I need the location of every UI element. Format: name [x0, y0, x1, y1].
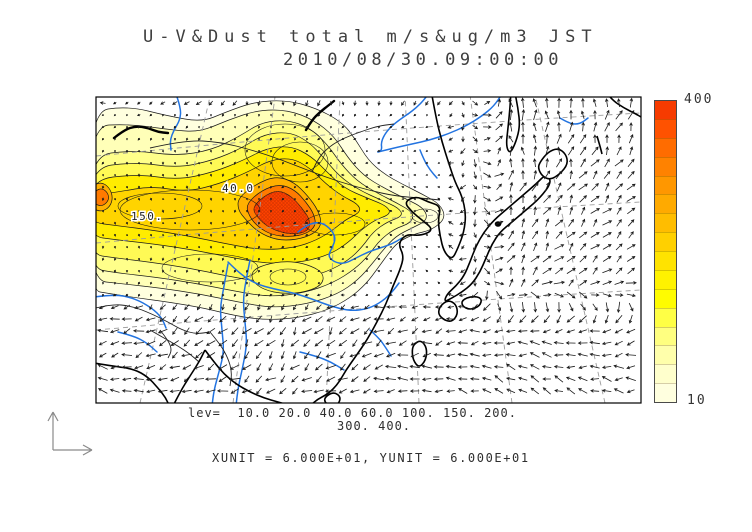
- colorbar-segment: [655, 251, 676, 270]
- colorbar-segment: [655, 232, 676, 251]
- colorbar-min-label: 10: [687, 393, 707, 408]
- contour-label: 40.0: [222, 182, 255, 195]
- plot-title: U-V&Dust total m/s&ug/m3 JST: [143, 27, 598, 47]
- colorbar-segment: [655, 326, 676, 346]
- colorbar: [654, 100, 677, 403]
- colorbar-segment: [655, 175, 676, 195]
- country-borders: [96, 123, 441, 387]
- colorbar-segment: [655, 156, 676, 176]
- contour-label: 150.: [131, 210, 164, 223]
- plot-timestamp: 2010/08/30.09:00:00: [283, 50, 563, 70]
- colorbar-segment: [655, 269, 676, 289]
- colorbar-segment: [655, 101, 676, 119]
- colorbar-segment: [655, 364, 676, 384]
- colorbar-segment: [655, 288, 676, 308]
- colorbar-segment: [655, 345, 676, 365]
- colorbar-segment: [655, 137, 676, 157]
- colorbar-segment: [655, 383, 676, 402]
- colorbar-max-label: 400: [684, 92, 714, 107]
- contour-levels-text: lev= 10.0 20.0 40.0 60.0 100. 150. 200.: [188, 406, 517, 420]
- dust-contours: [96, 100, 445, 320]
- rivers: [96, 97, 589, 403]
- colorbar-segment: [655, 307, 676, 327]
- contour-labels: 40.0 150.: [130, 181, 255, 225]
- contour-levels-text-2: 300. 400.: [337, 419, 412, 433]
- map-frame: [95, 96, 642, 404]
- colorbar-segment: [655, 118, 676, 138]
- wind-vectors: [97, 97, 637, 395]
- map-inner: 40.0 150.: [96, 97, 641, 403]
- axis-arrows-icon: [47, 411, 93, 456]
- axis-units-text: XUNIT = 6.000E+01, YUNIT = 6.000E+01: [212, 451, 530, 465]
- lakes: [112, 99, 336, 140]
- colorbar-segment: [655, 213, 676, 233]
- colorbar-segment: [655, 194, 676, 214]
